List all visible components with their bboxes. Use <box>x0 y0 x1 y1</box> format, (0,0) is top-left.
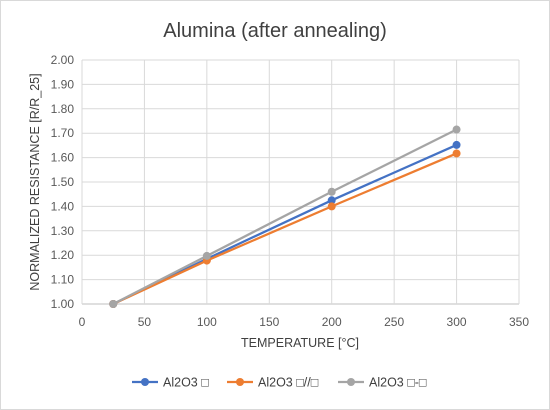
x-tick-label: 350 <box>509 315 529 329</box>
series-line <box>112 128 458 306</box>
data-point <box>327 187 336 196</box>
y-axis-title: NORMALIZED RESISTANCE [R/R_25] <box>28 73 42 290</box>
y-tick-label: 1.60 <box>51 151 75 165</box>
data-point <box>452 125 461 134</box>
y-tick-label: 1.80 <box>51 102 75 116</box>
grid-lines <box>81 59 520 305</box>
legend-item: Al2O3 □ <box>132 376 209 390</box>
series-line <box>112 152 458 306</box>
x-axis-title: TEMPERATURE [°C] <box>241 336 359 350</box>
data-point <box>327 202 336 211</box>
series-group <box>109 125 461 308</box>
legend-marker <box>236 378 244 386</box>
legend-marker <box>347 378 355 386</box>
x-tick-label: 0 <box>79 315 86 329</box>
x-tick-label: 50 <box>138 315 152 329</box>
legend-marker <box>141 378 149 386</box>
series-3 <box>109 125 461 308</box>
y-tick-label: 1.30 <box>51 224 75 238</box>
y-tick-label: 2.00 <box>51 53 75 67</box>
data-point <box>327 196 336 205</box>
y-tick-label: 1.50 <box>51 175 75 189</box>
y-tick-label: 1.40 <box>51 199 75 213</box>
legend-label: Al2O3 □-□ <box>369 376 427 390</box>
y-tick-label: 1.10 <box>51 273 75 287</box>
y-tick-label: 1.90 <box>51 77 75 91</box>
legend-label: Al2O3 □ <box>163 376 209 390</box>
legend: Al2O3 □ Al2O3 □//□ Al2O3 □-□ <box>132 376 427 390</box>
chart-title: Alumina (after annealing) <box>163 20 386 42</box>
data-point <box>202 251 211 260</box>
legend-item: Al2O3 □-□ <box>338 376 427 390</box>
x-axis-ticks: 0 50 100 150 200 250 300 350 <box>79 315 530 329</box>
y-axis-ticks: 1.00 1.10 1.20 1.30 1.40 1.50 1.60 1.70 1.80 1.90… <box>51 53 75 311</box>
legend-item: Al2O3 □//□ <box>227 376 319 390</box>
y-tick-label: 1.20 <box>51 248 75 262</box>
x-tick-label: 300 <box>447 315 467 329</box>
x-tick-label: 250 <box>384 315 404 329</box>
data-point <box>452 149 461 158</box>
series-1 <box>109 140 461 308</box>
y-tick-label: 1.00 <box>51 297 75 311</box>
x-tick-label: 100 <box>197 315 217 329</box>
x-tick-label: 200 <box>322 315 342 329</box>
series-2 <box>109 149 461 308</box>
x-tick-label: 150 <box>259 315 279 329</box>
legend-label: Al2O3 □//□ <box>258 376 319 390</box>
y-tick-label: 1.70 <box>51 126 75 140</box>
data-point <box>109 300 118 308</box>
data-point <box>452 140 461 149</box>
